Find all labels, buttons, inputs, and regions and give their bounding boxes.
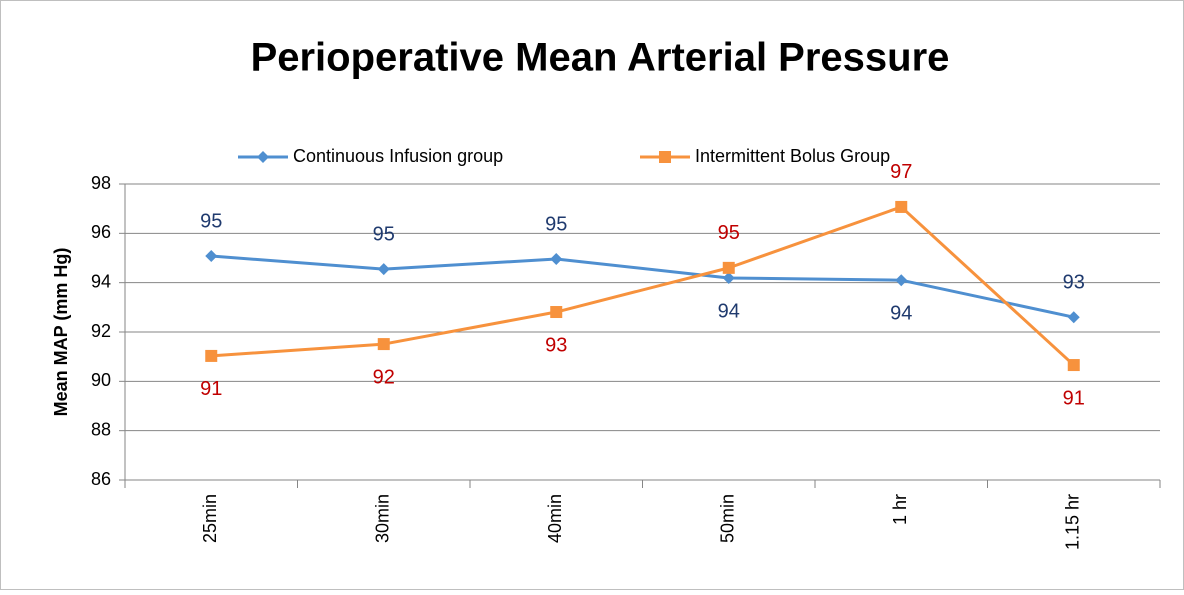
legend-label: Intermittent Bolus Group <box>695 146 890 166</box>
legend-marker <box>257 151 269 163</box>
series-line <box>211 205 1075 367</box>
data-point <box>722 261 735 274</box>
x-tick-label: 40min <box>545 494 565 543</box>
data-point <box>550 306 563 319</box>
data-point <box>205 250 218 263</box>
y-tick-label: 94 <box>91 271 111 291</box>
data-point <box>1067 359 1080 372</box>
data-point <box>205 349 218 362</box>
y-tick-label: 92 <box>91 321 111 341</box>
data-label: 94 <box>718 300 740 322</box>
y-tick-label: 88 <box>91 419 111 439</box>
x-tick-label: 25min <box>200 494 220 543</box>
data-label: 95 <box>545 213 567 235</box>
data-point <box>895 274 908 287</box>
data-point <box>550 252 563 265</box>
data-point <box>377 338 390 351</box>
data-label: 95 <box>718 222 740 244</box>
series-line <box>211 254 1075 319</box>
data-label: 95 <box>200 210 222 232</box>
data-point <box>377 263 390 276</box>
legend-marker <box>659 151 671 163</box>
data-point <box>1067 311 1080 324</box>
data-label: 93 <box>545 334 567 356</box>
data-label: 95 <box>373 223 395 245</box>
x-tick-label: 50min <box>718 494 738 543</box>
data-label: 94 <box>890 302 912 324</box>
data-point <box>895 200 908 213</box>
y-tick-label: 98 <box>91 173 111 193</box>
chart-title: Perioperative Mean Arterial Pressure <box>251 36 950 80</box>
data-point <box>722 271 735 284</box>
data-label: 92 <box>373 366 395 388</box>
data-label: 97 <box>890 161 912 183</box>
y-axis-label: Mean MAP (mm Hg) <box>51 248 71 417</box>
x-tick-label: 1.15 hr <box>1063 494 1083 550</box>
x-tick-label: 1 hr <box>890 494 910 525</box>
y-tick-label: 96 <box>91 222 111 242</box>
data-label: 91 <box>1063 387 1085 409</box>
x-tick-label: 30min <box>373 494 393 543</box>
y-tick-label: 90 <box>91 370 111 390</box>
data-label: 91 <box>200 378 222 400</box>
y-tick-label: 86 <box>91 469 111 489</box>
data-label: 93 <box>1063 271 1085 293</box>
legend-label: Continuous Infusion group <box>293 146 503 166</box>
